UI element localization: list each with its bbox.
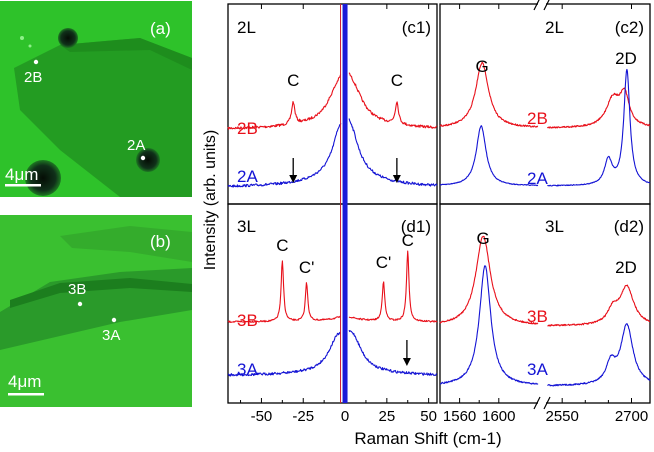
series-c2-2A-2d-region (547, 68, 651, 187)
panel-label-c1: (c1) (402, 18, 431, 37)
arrow-d1-0-head (402, 358, 411, 366)
bubble-a2 (25, 160, 61, 196)
annotation-d1-Cprime-right: C' (376, 253, 392, 272)
panel-label-d1: (d1) (401, 217, 431, 236)
series-d2-3A-g-region (439, 265, 539, 385)
series-label-d1-3B: 3B (237, 311, 258, 330)
annotation-d1-C-right: C (402, 231, 414, 250)
series-label-c1-2A: 2A (237, 167, 258, 186)
x-tick-label-high: 2700 (615, 408, 648, 425)
micrograph-b-label: (b) (150, 232, 171, 251)
annotation-d2-G: G (477, 229, 490, 248)
series-d2-3B-2d-region (547, 284, 651, 327)
series-c1-2B-stokes (227, 74, 342, 130)
series-d1-3A-antistokes (348, 329, 438, 376)
marker-2B-point (33, 59, 39, 65)
axis-break-mark (543, 396, 551, 410)
annotation-c1-C-right: C (391, 71, 403, 90)
micrograph-a-marker-2B: 2B (24, 69, 42, 86)
annotation-d1-Cprime-left: C' (299, 258, 315, 277)
axis-break-mark (533, 0, 540, 11)
micrograph-a-scale-bar (5, 184, 41, 187)
dot-a2 (28, 44, 32, 48)
x-tick-label-high: 2550 (545, 408, 578, 425)
annotation-d1-C-left: C (276, 236, 288, 255)
series-label-c2-2B: 2B (527, 109, 548, 128)
series-label-c1-2B: 2B (237, 119, 258, 138)
series-d2-3A-2d-region (547, 323, 651, 387)
x-tick-label-low: 0 (341, 408, 349, 425)
micrograph-a-flake-edge (60, 38, 192, 70)
x-tick-label-high: 1560 (443, 408, 476, 425)
micrograph-b (0, 215, 192, 407)
series-c1-2A-antistokes (348, 118, 438, 187)
plot-frame-d1 (227, 203, 438, 404)
micrograph-b-band-top (60, 226, 192, 262)
series-d1-3B-antistokes (348, 250, 438, 323)
x-tick-label-low: 50 (420, 408, 437, 425)
micrograph-b-flake-edge (10, 278, 192, 308)
series-label-c2-2A: 2A (527, 169, 548, 188)
raman-chart: -50 -25 0 25 50 1560 1600 2550 2700(c1) (c2)(d1)(… (227, 0, 651, 425)
layer-label-d1: 3L (237, 217, 256, 236)
bubble-a1 (58, 28, 78, 48)
layer-label-c2: 2L (545, 18, 564, 37)
micrograph-b-scale-label: 4μm (8, 372, 41, 391)
annotation-c1-C-left: C (287, 71, 299, 90)
series-c2-2B-2d-region (546, 87, 651, 129)
arrow-c1-1-head (392, 175, 401, 183)
micrograph-b-scale-bar (8, 393, 44, 396)
series-c2-2A-g-region (439, 125, 539, 187)
micrograph-b-marker-3B: 3B (68, 281, 86, 298)
axis-break-mark (543, 0, 550, 11)
x-axis-title: Raman Shift (cm-1) (354, 429, 501, 448)
y-axis-title: Intensity (arb. units) (202, 130, 219, 271)
panel-label-c2: (c2) (615, 18, 644, 37)
series-c1-2A-stokes (227, 123, 342, 188)
series-c2-2B-g-region (439, 61, 539, 128)
arrow-c1-0-head (289, 175, 298, 183)
laser-line-band (342, 4, 348, 403)
layer-label-d2: 3L (545, 217, 564, 236)
x-tick-label-low: -50 (251, 408, 273, 425)
micrograph-a-marker-2A: 2A (127, 137, 145, 154)
marker-3A-point (111, 317, 117, 323)
series-label-d2-3B: 3B (527, 307, 548, 326)
x-tick-label-high: 1600 (482, 408, 515, 425)
axis-break-gap (538, 0, 546, 10)
micrograph-a (0, 1, 192, 197)
micrograph-b-marker-3A: 3A (102, 327, 120, 344)
micrograph-a-label: (a) (150, 19, 171, 38)
bubble-a3 (136, 148, 160, 172)
axis-break-mark (533, 396, 541, 410)
series-d2-3B-g-region (439, 235, 539, 325)
axis-break-gap (538, 397, 546, 409)
layer-label-c1: 2L (237, 18, 256, 37)
marker-2A-point (140, 155, 146, 161)
annotation-c2-2D: 2D (615, 49, 637, 68)
series-d1-3A-stokes (227, 331, 341, 377)
series-label-d1-3A: 3A (237, 360, 258, 379)
marker-3B-point (77, 301, 83, 307)
annotation-d2-2D: 2D (615, 258, 637, 277)
series-d1-3B-stokes (227, 260, 342, 323)
panel-label-d2: (d2) (614, 217, 644, 236)
x-tick-label-low: 25 (378, 408, 395, 425)
micrograph-a-scale-label: 4μm (5, 165, 38, 184)
x-tick-label-low: -25 (292, 408, 314, 425)
series-label-d2-3A: 3A (527, 360, 548, 379)
dot-a1 (20, 36, 24, 40)
annotation-c2-G: G (476, 57, 489, 76)
series-c1-2B-antistokes (348, 72, 437, 129)
